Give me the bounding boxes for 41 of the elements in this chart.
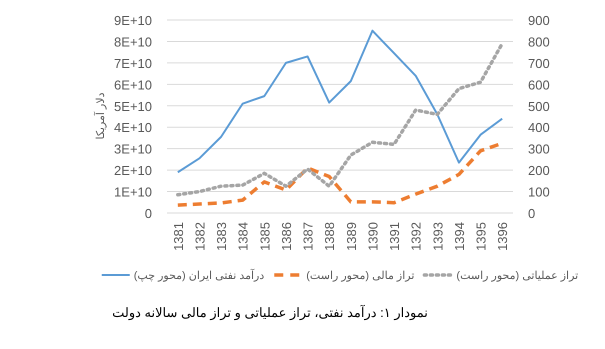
y-axis-title: دلار آمریکا	[93, 92, 107, 140]
x-tick-label: 1385	[257, 222, 272, 251]
y2-tick-label: 700	[528, 56, 550, 71]
x-tick-label: 1396	[495, 222, 510, 251]
y2-tick-label: 100	[528, 184, 550, 200]
y2-tick-label: 600	[528, 77, 550, 92]
x-tick-label: 1388	[322, 222, 338, 251]
x-tick-label: 1382	[192, 222, 208, 251]
y-tick-label: 6E+10	[114, 77, 152, 92]
y-tick-label: 3E+10	[114, 142, 152, 157]
y-tick-label: 1E+10	[114, 184, 152, 200]
y2-tick-label: 800	[528, 34, 550, 50]
y2-tick-label: 500	[528, 98, 550, 114]
x-tick-label: 1395	[474, 222, 489, 251]
y-tick-label: 9E+10	[114, 13, 152, 28]
y2-tick-label: 400	[528, 120, 550, 136]
y-tick-label: 8E+10	[114, 34, 152, 50]
x-tick-label: 1394	[452, 222, 467, 251]
x-tick-label: 1392	[408, 222, 424, 251]
y2-tick-label: 0	[528, 206, 536, 221]
x-tick-label: 1393	[430, 222, 446, 251]
y2-tick-label: 200	[528, 163, 550, 178]
legend-label: تراز مالی (محور راست)	[306, 270, 414, 282]
y-tick-label: 4E+10	[114, 120, 152, 136]
x-tick-label: 1383	[214, 222, 230, 251]
x-tick-label: 1389	[344, 222, 359, 251]
y2-tick-label: 900	[528, 13, 550, 28]
y2-tick-label: 300	[528, 142, 550, 157]
x-tick-label: 1387	[300, 222, 316, 251]
y-tick-label: 5E+10	[114, 98, 152, 114]
legend-label: درآمد نفتی ایران (محور چپ)	[134, 268, 264, 282]
legend-label: تراز عملیاتی (محور راست)	[456, 270, 578, 282]
y-tick-label: 2E+10	[114, 163, 152, 178]
x-tick-label: 1386	[278, 222, 294, 251]
x-tick-label: 1384	[236, 222, 251, 251]
y-tick-label: 7E+10	[114, 56, 152, 71]
y-tick-label: 0	[144, 206, 152, 221]
x-tick-label: 1390	[365, 222, 380, 251]
text: نمودار ۱: درآمد نفتی، تراز عملیاتی و تراز مالی سالانه دولت	[112, 304, 428, 321]
x-tick-label: 1381	[170, 222, 186, 251]
x-tick-label: 1391	[387, 222, 402, 251]
